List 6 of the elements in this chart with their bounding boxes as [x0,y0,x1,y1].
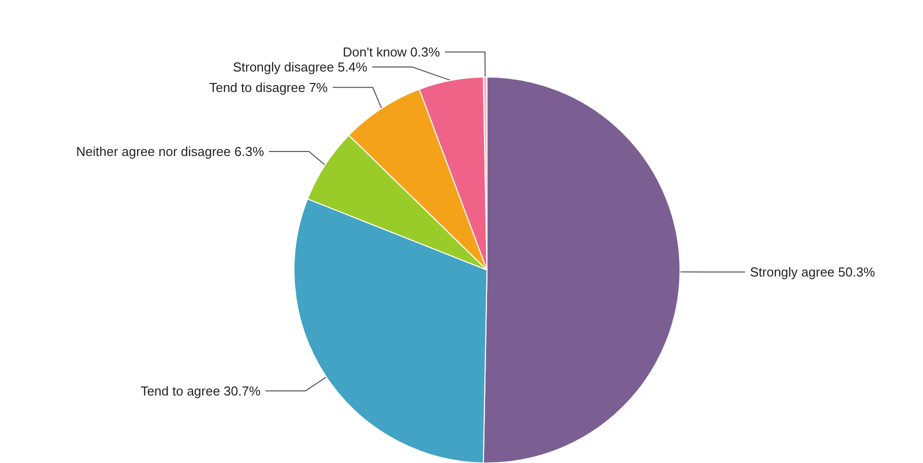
slice-label: Tend to agree 30.7% [140,383,261,398]
slice-label: Tend to disagree 7% [209,80,328,95]
slice-label: Strongly disagree 5.4% [232,60,368,75]
slice-label: Don't know 0.3% [342,44,440,60]
slice-label: Neither agree nor disagree 6.3% [76,144,264,159]
slice-label: Strongly agree 50.3% [750,264,876,280]
